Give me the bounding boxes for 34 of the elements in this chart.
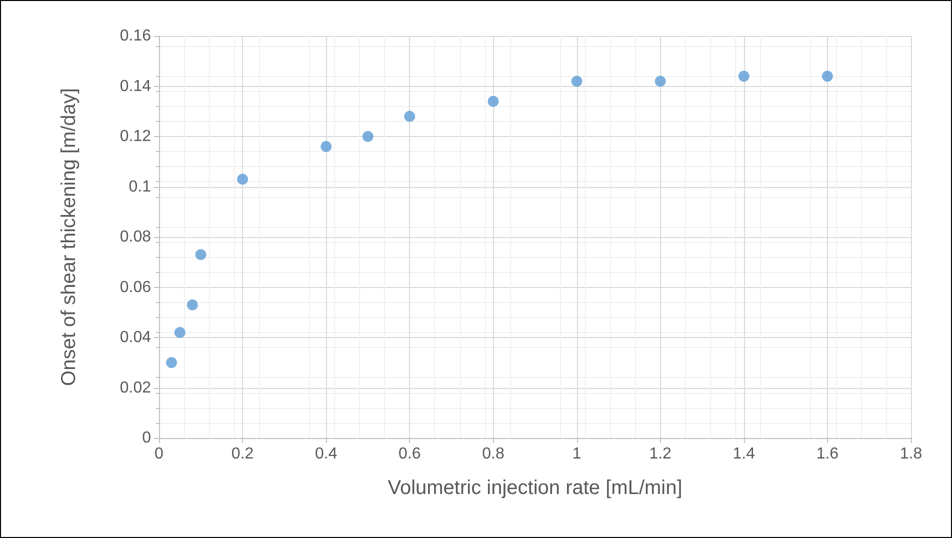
x-tick-label: 1.6 [816, 446, 839, 462]
y-tick-label: 0.1 [128, 178, 152, 196]
point [738, 70, 750, 82]
y-tick-label: 0.14 [120, 78, 152, 95]
y-axis-title: Onset of shear thickening [m/day] [58, 88, 80, 386]
x-tick-label: 0.4 [314, 446, 338, 462]
point [166, 357, 178, 368]
point [186, 299, 198, 310]
point [654, 76, 666, 87]
y-tick-label: 0 [142, 430, 152, 446]
x-tick-label: 1.4 [732, 446, 756, 462]
point [571, 76, 582, 87]
x-tick-label: 0.6 [398, 446, 421, 462]
y-tick-label: 0.04 [120, 329, 152, 346]
point [174, 326, 186, 338]
x-axis-title: Volumetric injection rate [mL/min] [388, 477, 682, 499]
y-tick-label: 0.12 [120, 128, 152, 145]
x-tick-label: 1.2 [649, 446, 672, 462]
x-tick-label: 1.8 [900, 446, 922, 462]
x-tick-label: 1 [572, 446, 582, 462]
y-tick-label: 0.06 [120, 278, 152, 296]
point [195, 249, 206, 260]
y-tick-label: 0.08 [120, 228, 152, 246]
y-tick-label: 0.02 [120, 379, 152, 396]
x-tick-label: 0.2 [231, 446, 254, 462]
point [237, 174, 248, 185]
x-tick-label: 0 [154, 446, 164, 462]
point [822, 70, 833, 82]
y-tick-label: 0.16 [120, 28, 152, 44]
point [404, 110, 416, 122]
point [362, 131, 374, 142]
point [320, 141, 332, 152]
point [488, 96, 499, 107]
x-tick-label: 0.8 [482, 446, 504, 462]
